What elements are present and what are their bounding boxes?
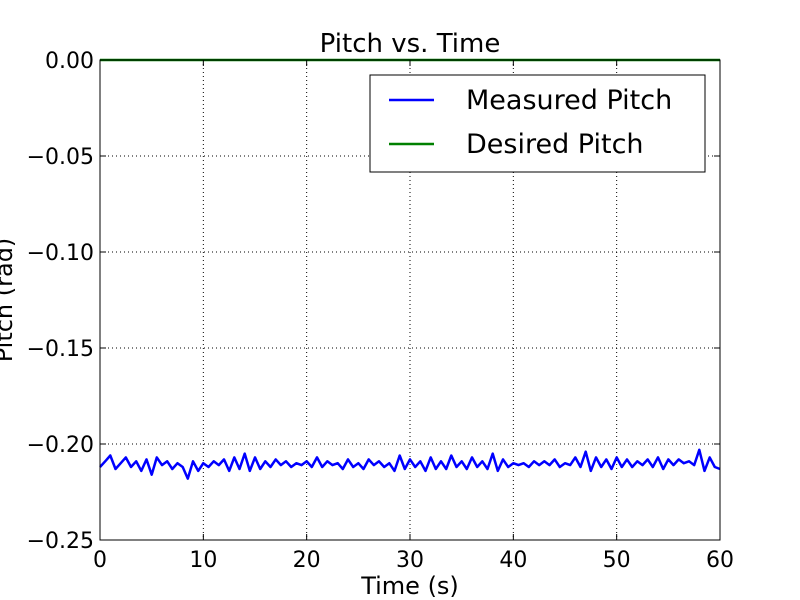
x-tick-label: 0: [93, 548, 107, 573]
chart-title: Pitch vs. Time: [320, 29, 501, 59]
legend-label-desired-pitch: Desired Pitch: [466, 129, 644, 160]
x-tick-label: 10: [189, 548, 217, 573]
legend-label-measured-pitch: Measured Pitch: [466, 85, 672, 116]
x-axis-label: Time (s): [360, 572, 459, 600]
legend-box: [369, 74, 706, 173]
series-line-measured-pitch: [99, 448, 721, 480]
x-tick-label: 50: [603, 548, 631, 573]
y-tick-label: 0.00: [45, 49, 94, 74]
legend: Measured Pitch Desired Pitch: [369, 74, 706, 173]
y-tick-label: −0.20: [27, 433, 94, 458]
tick-group: 0 10 20 30 40 50 60 0.00 −0.05 −0.10 −0.15 −0.20 −0.…: [27, 49, 734, 573]
x-tick-label: 20: [293, 548, 321, 573]
x-tick-label: 40: [499, 548, 527, 573]
y-tick-label: −0.15: [27, 337, 94, 362]
y-tick-label: −0.10: [27, 241, 94, 266]
y-tick-label: −0.05: [27, 145, 94, 170]
x-tick-label: 30: [396, 548, 424, 573]
x-tick-label: 60: [706, 548, 734, 573]
y-axis-label: Pitch (rad): [0, 238, 18, 363]
y-tick-label: −0.25: [27, 529, 94, 554]
